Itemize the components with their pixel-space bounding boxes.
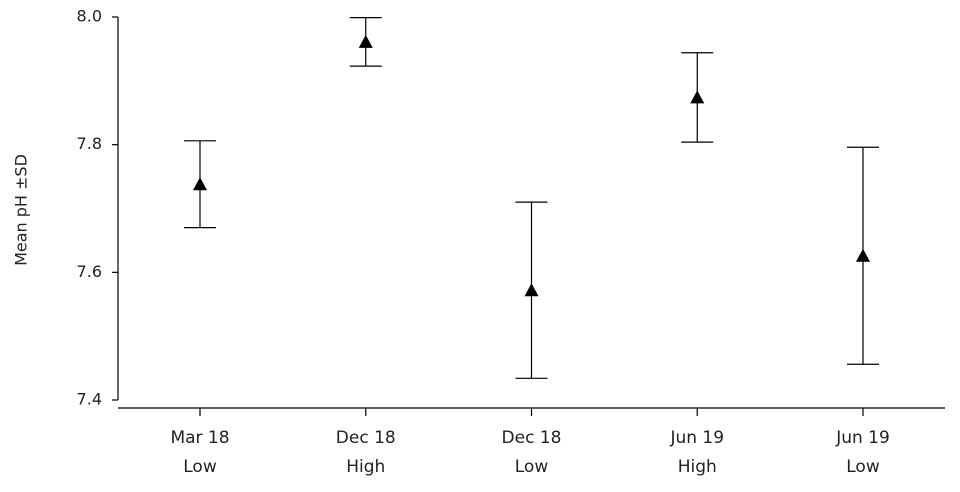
marker xyxy=(856,248,870,262)
x-tick-label: Dec 18 xyxy=(502,428,562,448)
x-tick-label: Jun 19 xyxy=(835,428,890,448)
x-tick-label: Jun 19 xyxy=(669,428,724,448)
y-tick-label: 8.0 xyxy=(77,7,102,26)
x-tick-label: Low xyxy=(515,457,549,477)
x-tick-label: Low xyxy=(183,457,217,477)
marker xyxy=(193,177,207,191)
x-tick-label: Low xyxy=(846,457,880,477)
marker xyxy=(690,90,705,104)
y-axis-label: Mean pH ±SD xyxy=(12,154,31,266)
marker xyxy=(524,283,539,297)
y-tick-label: 7.6 xyxy=(77,262,102,281)
x-tick-label: Dec 18 xyxy=(336,428,396,448)
y-tick-label: 7.8 xyxy=(77,134,102,153)
x-tick-label: High xyxy=(346,457,385,477)
marker xyxy=(358,34,373,48)
y-tick-label: 7.4 xyxy=(77,390,102,409)
x-tick-label: High xyxy=(678,457,717,477)
x-tick-label: Mar 18 xyxy=(170,428,229,448)
